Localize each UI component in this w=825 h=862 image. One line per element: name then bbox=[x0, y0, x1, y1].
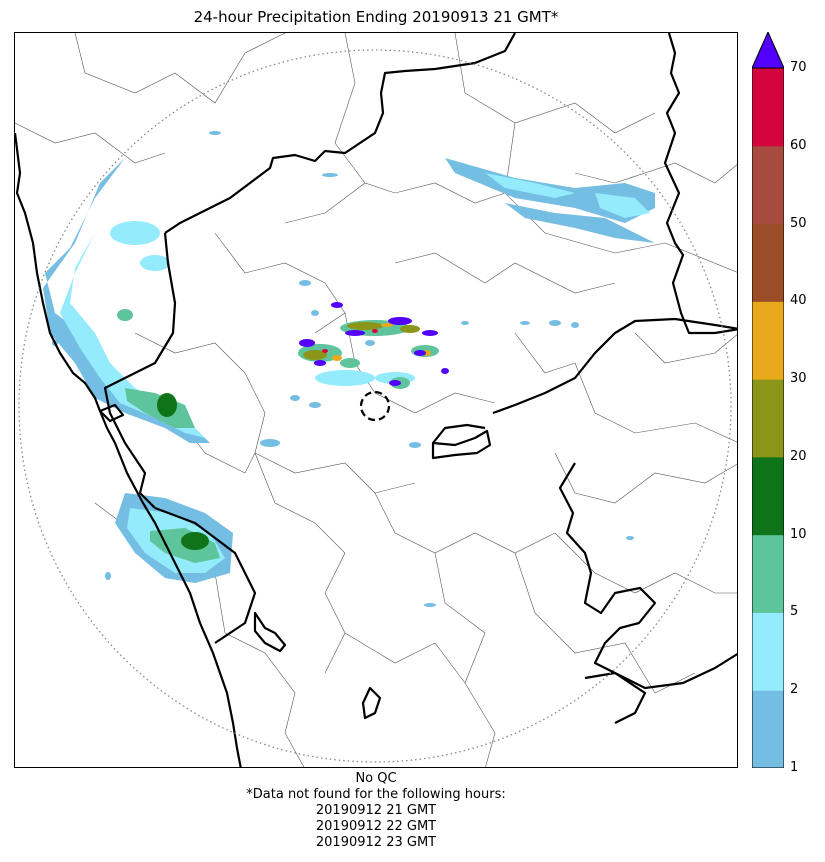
radar-range-ring bbox=[18, 49, 732, 763]
radar-map bbox=[14, 32, 738, 768]
missing-hour: 20190912 21 GMT bbox=[315, 803, 437, 818]
missing-data-note: *Data not found for the following hours: bbox=[246, 787, 506, 802]
colorbar-tick-label: 20 bbox=[790, 448, 807, 464]
radar-site-marker bbox=[359, 390, 391, 422]
colorbar-segment bbox=[752, 301, 784, 380]
qc-status: No QC bbox=[355, 771, 397, 786]
colorbar-segment bbox=[752, 456, 784, 536]
map-footer: No QC *Data not found for the following … bbox=[14, 771, 738, 851]
colorbar-extend-arrow bbox=[752, 32, 784, 69]
colorbar-segments bbox=[752, 68, 784, 768]
colorbar-segment bbox=[752, 145, 784, 225]
colorbar-tick-label: 60 bbox=[790, 137, 807, 153]
map-title: 24-hour Precipitation Ending 20190913 21… bbox=[193, 8, 559, 26]
colorbar-segment bbox=[752, 612, 784, 691]
coastline bbox=[15, 132, 242, 767]
colorbar-tick-label: 2 bbox=[790, 682, 799, 698]
colorbar-segment bbox=[752, 68, 784, 147]
colorbar-segment bbox=[752, 379, 784, 458]
colorbar-segment bbox=[752, 534, 784, 613]
colorbar-tick-label: 40 bbox=[790, 293, 807, 309]
colorbar-tick-label: 10 bbox=[790, 526, 807, 542]
map-canvas bbox=[15, 33, 737, 767]
colorbar-segment bbox=[752, 690, 784, 768]
precip-10-20 bbox=[157, 393, 209, 550]
colorbar-tick-label: 1 bbox=[790, 760, 799, 775]
colorbar-tick-label: 50 bbox=[790, 215, 807, 231]
convective-cluster bbox=[298, 302, 449, 389]
missing-hour: 20190912 23 GMT bbox=[315, 835, 437, 850]
precipitation-colorbar bbox=[752, 32, 784, 768]
colorbar-tick-label: 30 bbox=[790, 371, 807, 387]
missing-hour: 20190912 22 GMT bbox=[315, 819, 437, 834]
colorbar-tick-label: 5 bbox=[790, 604, 799, 620]
colorbar-segment bbox=[752, 223, 784, 302]
colorbar-tick-label: 70 bbox=[790, 60, 807, 75]
state-boundaries bbox=[103, 33, 737, 724]
